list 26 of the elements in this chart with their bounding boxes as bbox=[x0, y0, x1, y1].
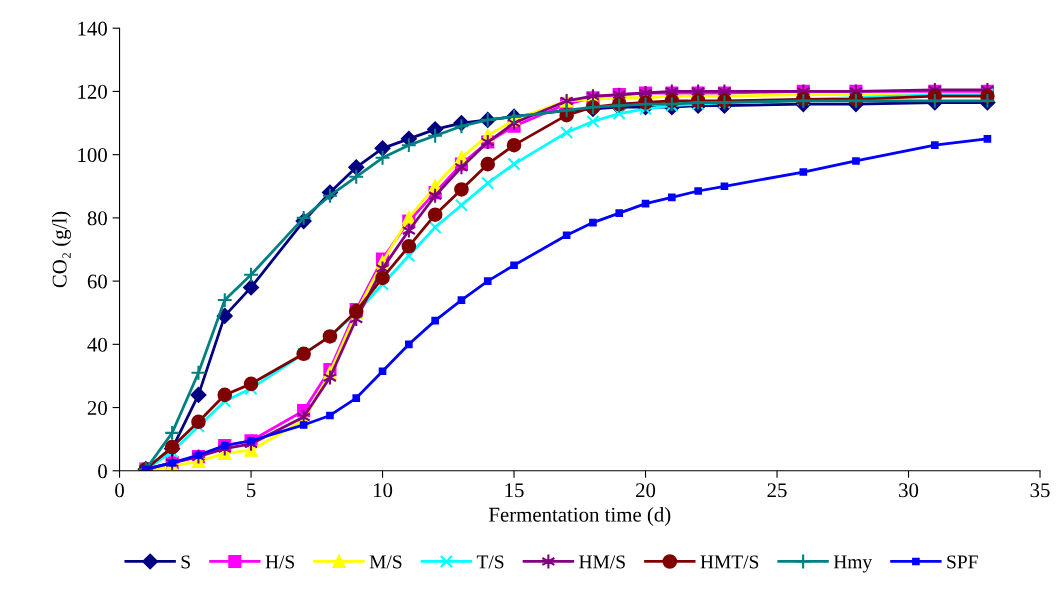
y-tick-label: 100 bbox=[78, 148, 107, 163]
legend-label: SPF bbox=[947, 555, 978, 569]
x-tick-label: 20 bbox=[636, 483, 656, 498]
x-tick-label: 25 bbox=[767, 483, 787, 498]
y-tick-label: 60 bbox=[87, 274, 107, 289]
legend-label: HMT/S bbox=[700, 555, 759, 569]
x-tick-label: 35 bbox=[1030, 483, 1050, 498]
y-axis-title: CO₂ (g/l) bbox=[51, 211, 71, 288]
y-tick-label: 0 bbox=[98, 464, 107, 479]
x-tick-label: 30 bbox=[899, 483, 919, 498]
legend-label: S bbox=[181, 555, 190, 569]
y-tick-label: 20 bbox=[87, 400, 107, 415]
x-tick-label: 5 bbox=[247, 483, 256, 498]
x-axis-title: Fermentation time (d) bbox=[488, 507, 671, 526]
legend-label: T/S bbox=[476, 555, 504, 569]
legend-label: H/S bbox=[265, 555, 295, 569]
legend-label: Hmy bbox=[833, 555, 873, 573]
x-tick-label: 10 bbox=[373, 483, 393, 498]
y-tick-label: 120 bbox=[78, 84, 107, 99]
y-tick-label: 80 bbox=[87, 211, 107, 226]
x-tick-label: 15 bbox=[505, 483, 524, 498]
y-tick-label: 40 bbox=[87, 337, 107, 352]
y-tick-label: 140 bbox=[78, 21, 107, 36]
legend-label: HM/S bbox=[579, 555, 625, 569]
x-tick-label: 0 bbox=[115, 483, 124, 498]
legend-label: M/S bbox=[369, 555, 402, 569]
